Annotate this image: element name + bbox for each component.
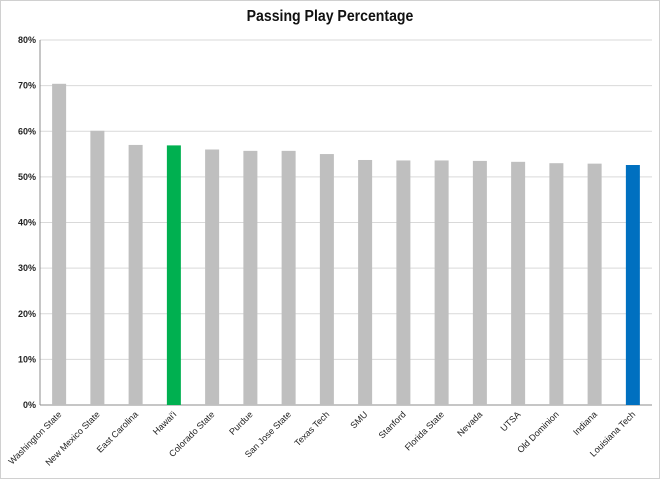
- y-tick-label: 50%: [18, 172, 36, 182]
- y-tick-label: 0%: [23, 400, 36, 410]
- bar: [549, 163, 564, 405]
- bar: [166, 145, 181, 406]
- x-tick-label: Texas Tech: [292, 409, 331, 448]
- x-tick-label: Stanford: [377, 409, 408, 440]
- x-tick-label: Purdue: [227, 409, 255, 437]
- x-tick-label: SMU: [348, 409, 369, 430]
- bar: [128, 144, 143, 405]
- y-tick-label: 10%: [18, 354, 36, 364]
- bar: [205, 149, 220, 405]
- bar: [511, 161, 526, 405]
- bar: [472, 160, 487, 405]
- x-tick-label: Indiana: [571, 409, 599, 437]
- bar: [358, 159, 373, 405]
- y-tick-label: 80%: [18, 35, 36, 45]
- y-tick-label: 70%: [18, 81, 36, 91]
- x-tick-label: East Carolina: [95, 409, 140, 454]
- bar: [319, 154, 334, 405]
- y-tick-label: 30%: [18, 263, 36, 273]
- x-tick-label: UTSA: [498, 409, 522, 433]
- y-tick-label: 40%: [18, 218, 36, 228]
- y-tick-label: 60%: [18, 126, 36, 136]
- x-tick-label: Florida State: [403, 409, 446, 452]
- bar: [243, 150, 258, 405]
- bar: [625, 165, 640, 405]
- bar: [281, 150, 296, 405]
- bar: [52, 83, 67, 406]
- x-tick-label: Nevada: [455, 409, 484, 438]
- bar: [90, 130, 105, 405]
- bar: [587, 163, 602, 405]
- chart-title: Passing Play Percentage: [246, 8, 414, 25]
- y-tick-label: 20%: [18, 309, 36, 319]
- bar: [396, 160, 411, 405]
- x-tick-label: Hawai'i: [151, 409, 178, 436]
- bar: [434, 160, 449, 405]
